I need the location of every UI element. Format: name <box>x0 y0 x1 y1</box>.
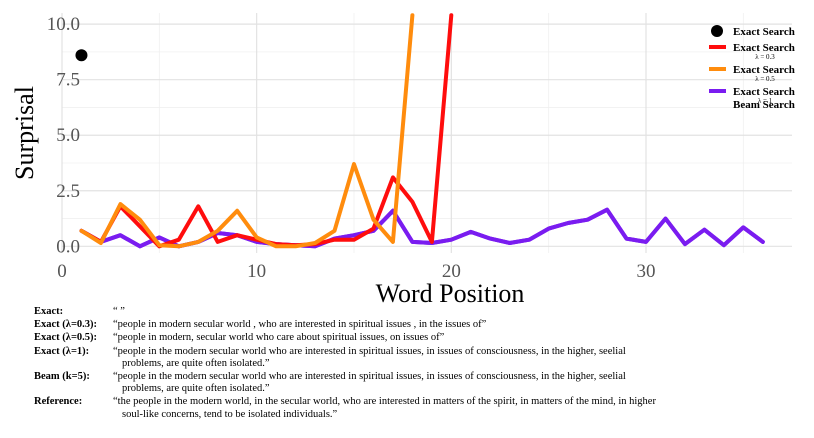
x-axis-label: Word Position <box>376 279 525 306</box>
y-tick-label: 7.5 <box>56 70 80 91</box>
annotation-row: Exact: “ ” <box>0 306 814 318</box>
annotation-text-block: “people in the modern secular world who … <box>113 346 753 370</box>
annotation-text: “ ” <box>113 306 125 317</box>
annotation-row: Exact (λ=1): “people in the modern secula… <box>0 346 814 370</box>
annotation-text-block: “ ” <box>113 306 753 318</box>
y-tick-label: 0.0 <box>56 236 80 257</box>
x-tick-label: 30 <box>637 261 656 282</box>
x-tick-label: 0 <box>57 261 67 282</box>
annotation-text-block: “people in modern secular world , who ar… <box>113 319 753 331</box>
annotation-label: Exact (λ=1): <box>34 345 90 357</box>
annotation-text: “people in modern secular world , who ar… <box>113 319 487 331</box>
annotation-text-block: “people in the modern secular world who … <box>113 371 753 395</box>
annotation-label: Exact (λ=0.5): <box>34 332 98 344</box>
annotation-text: “people in the modern secular world who … <box>113 345 626 357</box>
legend-key-exact <box>711 25 723 37</box>
y-axis-label: Surprisal <box>10 86 39 180</box>
legend-label-exact05: Exact Search <box>733 64 795 76</box>
axes: Surprisal Word Position 0 10 20 30 0.0 2.5 5.0… <box>10 14 656 306</box>
grid <box>61 13 792 253</box>
annotation-label: Reference: <box>34 396 83 408</box>
annotation-text-block: “people in modern, secular world who car… <box>113 332 753 344</box>
annotation-text: “the people in the modern world, in the … <box>113 396 656 408</box>
series-layer <box>75 13 765 249</box>
annotation-label: Exact: <box>34 306 64 317</box>
legend-sublabel-exact1: λ = 1 <box>758 97 773 105</box>
y-tick-label: 2.5 <box>56 181 80 202</box>
legend-sublabel-exact05: λ = 0.5 <box>755 75 775 83</box>
annotation-row: Exact (λ=0.5): “people in modern, secular… <box>0 332 814 344</box>
legend-label-exact1: Exact Search <box>733 86 795 98</box>
annotation-row: Reference: “the people in the modern worl… <box>0 396 814 420</box>
legend-label-exact03: Exact Search <box>733 42 795 54</box>
annotation-text-continued: problems, are quite often isolated.” <box>122 357 270 369</box>
y-tick-label: 10.0 <box>47 14 80 35</box>
annotation-text-block: “the people in the modern world, in the … <box>113 396 753 420</box>
x-tick-label: 20 <box>442 261 461 282</box>
annotation-text-continued: soul-like concerns, tend to be isolated … <box>122 408 338 420</box>
legend-sublabel-exact03: λ = 0.3 <box>755 53 775 61</box>
annotation-text: “people in the modern secular world who … <box>113 371 626 383</box>
legend-label-exact: Exact Search <box>733 26 795 38</box>
surprisal-chart: Surprisal Word Position 0 10 20 30 0.0 2.5 5.0… <box>10 13 795 306</box>
y-tick-label: 5.0 <box>56 125 80 146</box>
annotation-label: Exact (λ=0.3): <box>34 319 98 331</box>
data-point-exact <box>75 49 88 62</box>
annotation-label: Beam (k=5): <box>34 371 90 383</box>
x-tick-label: 10 <box>247 261 266 282</box>
annotation-row: Beam (k=5): “people in the modern secular… <box>0 371 814 395</box>
annotation-text: “people in modern, secular world who car… <box>113 332 445 344</box>
annotation-text-continued: problems, are quite often isolated.” <box>122 383 270 395</box>
legend-label-beam: Beam Search <box>733 99 795 111</box>
annotation-row: Exact (λ=0.3): “people in modern secular … <box>0 319 814 331</box>
series-line-exact05 <box>79 13 415 249</box>
annotation-list: Exact: “ ” Exact (λ=0.3): “people in modern… <box>0 306 814 422</box>
